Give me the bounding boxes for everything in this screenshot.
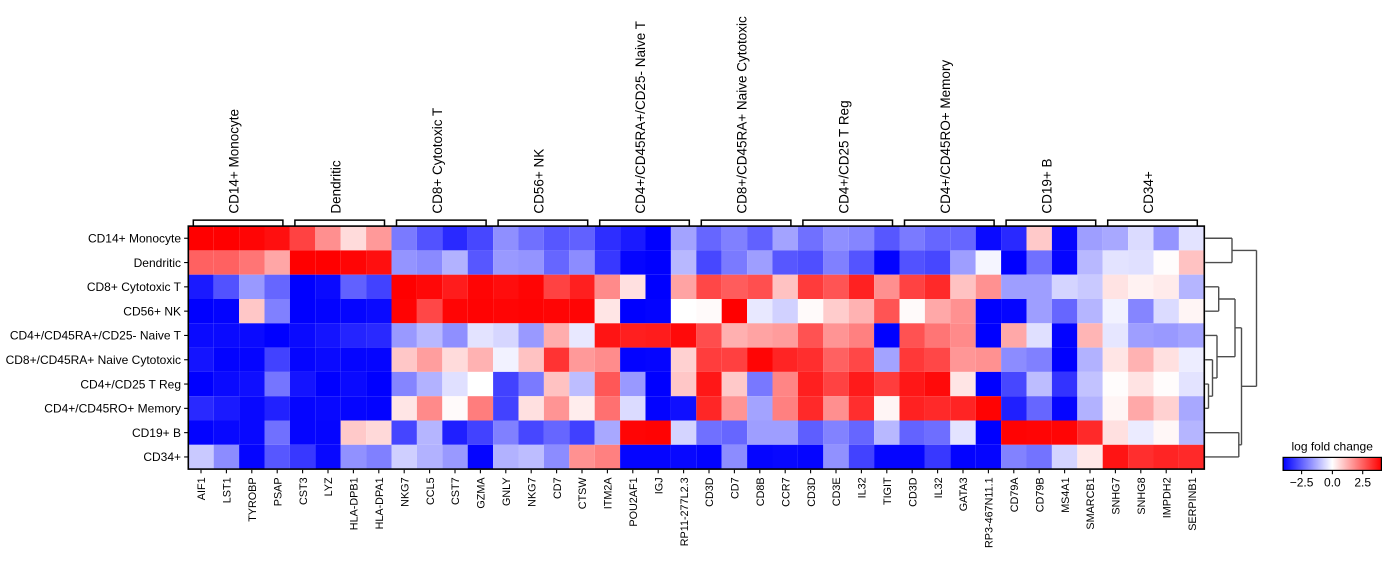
svg-text:ITM2A: ITM2A: [603, 477, 615, 510]
svg-text:CD34+: CD34+: [143, 450, 181, 464]
svg-text:CD8+/CD45RA+ Naive Cytotoxic: CD8+/CD45RA+ Naive Cytotoxic: [735, 16, 750, 214]
svg-text:CD4+/CD45RO+ Memory: CD4+/CD45RO+ Memory: [44, 402, 181, 416]
svg-text:IL32: IL32: [857, 477, 869, 498]
svg-text:MS4A1: MS4A1: [1060, 477, 1072, 512]
svg-text:CD8+/CD45RA+ Naive Cytotoxic: CD8+/CD45RA+ Naive Cytotoxic: [6, 353, 181, 367]
svg-text:CD8+ Cytotoxic T: CD8+ Cytotoxic T: [430, 108, 445, 214]
svg-text:NKG7: NKG7: [399, 477, 411, 506]
svg-text:CD19+ B: CD19+ B: [132, 426, 181, 440]
svg-text:LST1: LST1: [222, 477, 234, 503]
svg-text:CD3D: CD3D: [907, 477, 919, 507]
svg-text:Dendritic: Dendritic: [134, 256, 181, 270]
svg-text:CD19+ B: CD19+ B: [1040, 158, 1055, 213]
svg-text:CD56+ NK: CD56+ NK: [532, 149, 547, 214]
svg-text:2.5: 2.5: [1354, 476, 1371, 490]
svg-text:CD34+: CD34+: [1141, 171, 1156, 214]
svg-text:POU2AF1: POU2AF1: [628, 477, 640, 526]
svg-text:CD7: CD7: [730, 477, 742, 499]
svg-text:CD4+/CD45RA+/CD25- Naive T: CD4+/CD45RA+/CD25- Naive T: [633, 21, 648, 214]
svg-text:CD56+ NK: CD56+ NK: [123, 304, 181, 318]
svg-text:log fold change: log fold change: [1291, 440, 1373, 454]
svg-text:CD3E: CD3E: [831, 477, 843, 506]
svg-text:CTSW: CTSW: [577, 477, 589, 510]
svg-text:CD79B: CD79B: [1034, 477, 1046, 512]
svg-text:CD8B: CD8B: [755, 477, 767, 506]
svg-text:CD7: CD7: [552, 477, 564, 499]
svg-text:−2.5: −2.5: [1290, 476, 1314, 490]
svg-text:IGJ: IGJ: [653, 477, 665, 494]
svg-text:0.0: 0.0: [1324, 476, 1341, 490]
svg-text:RP3-467N11.1: RP3-467N11.1: [984, 477, 996, 548]
svg-text:HLA-DPB1: HLA-DPB1: [349, 477, 361, 530]
svg-text:CD14+ Monocyte: CD14+ Monocyte: [227, 109, 242, 214]
svg-text:GNLY: GNLY: [501, 477, 513, 506]
svg-text:LYZ: LYZ: [323, 477, 335, 496]
svg-text:RP11-277L2.3: RP11-277L2.3: [679, 477, 691, 546]
svg-text:HLA-DPA1: HLA-DPA1: [374, 477, 386, 529]
svg-text:TIGIT: TIGIT: [882, 477, 894, 505]
svg-text:SNHG7: SNHG7: [1111, 477, 1123, 514]
svg-text:SERPINB1: SERPINB1: [1187, 477, 1199, 530]
svg-text:CD8+ Cytotoxic T: CD8+ Cytotoxic T: [87, 280, 182, 294]
svg-text:CD4+/CD25 T Reg: CD4+/CD25 T Reg: [80, 377, 181, 391]
svg-text:CD3D: CD3D: [806, 477, 818, 507]
svg-text:Dendritic: Dendritic: [328, 160, 343, 214]
svg-text:CD3D: CD3D: [704, 477, 716, 507]
svg-text:GATA3: GATA3: [958, 477, 970, 511]
svg-text:CD4+/CD45RA+/CD25- Naive T: CD4+/CD45RA+/CD25- Naive T: [10, 329, 182, 343]
svg-text:CST3: CST3: [298, 477, 310, 505]
svg-text:SNHG8: SNHG8: [1136, 477, 1148, 514]
svg-text:AIF1: AIF1: [196, 477, 208, 500]
svg-text:TYROBP: TYROBP: [247, 477, 259, 521]
svg-text:IL32: IL32: [933, 477, 945, 498]
svg-text:GZMA: GZMA: [476, 477, 488, 509]
svg-text:CD14+ Monocyte: CD14+ Monocyte: [88, 231, 181, 245]
svg-text:CD79A: CD79A: [1009, 477, 1021, 513]
svg-text:NKG7: NKG7: [526, 477, 538, 506]
svg-text:PSAP: PSAP: [272, 477, 284, 506]
svg-text:IMPDH2: IMPDH2: [1161, 477, 1173, 518]
svg-text:SMARCB1: SMARCB1: [1085, 477, 1097, 529]
svg-text:CCL5: CCL5: [425, 477, 437, 505]
svg-text:CD4+/CD25 T Reg: CD4+/CD25 T Reg: [836, 100, 851, 213]
svg-text:CD4+/CD45RO+ Memory: CD4+/CD45RO+ Memory: [938, 60, 953, 214]
svg-text:CST7: CST7: [450, 477, 462, 505]
svg-text:CCR7: CCR7: [780, 477, 792, 506]
